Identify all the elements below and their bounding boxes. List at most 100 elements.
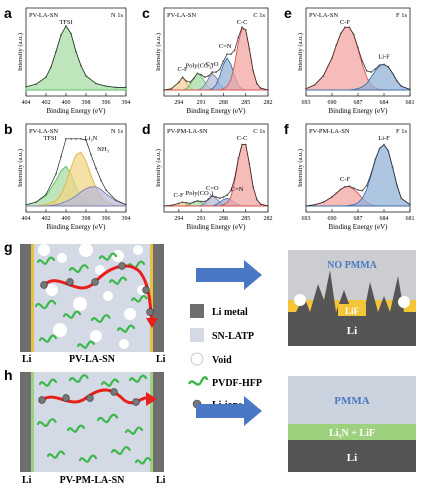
data-point <box>115 199 117 202</box>
data-point <box>233 49 236 52</box>
h-blue-arrow <box>196 396 262 426</box>
li-ion <box>146 308 154 316</box>
h-arrowhead <box>146 392 157 406</box>
peak-label-C=O: C=O <box>206 61 219 68</box>
data-point <box>313 203 316 206</box>
data-point <box>70 137 72 140</box>
void-circle <box>79 243 93 257</box>
data-point <box>391 166 394 169</box>
li-ion <box>118 262 126 270</box>
data-point <box>365 69 368 72</box>
sample-label: PV-LA-SN <box>29 128 58 135</box>
data-point <box>396 184 398 187</box>
data-point <box>200 200 203 203</box>
peak-label-Poly(CO3): Poly(CO₃) <box>186 62 214 69</box>
data-point <box>25 85 27 88</box>
li-ion <box>62 394 70 402</box>
x-tick-label: 285 <box>241 216 250 222</box>
void-circle <box>112 250 124 262</box>
data-point <box>222 196 225 198</box>
data-point <box>344 26 346 29</box>
g-li-ion-path <box>42 264 154 323</box>
g-pvdf-fibers <box>34 252 148 349</box>
data-point <box>218 68 221 71</box>
pvdf-fiber <box>116 324 136 333</box>
region-label: F 1s <box>396 128 407 135</box>
void-circle <box>103 291 113 301</box>
data-point <box>396 80 398 82</box>
peak-label-C-C: C-C <box>237 135 248 142</box>
data-point <box>203 76 206 79</box>
data-point <box>65 25 67 27</box>
pvdf-fiber <box>36 256 56 265</box>
g-left-interface <box>31 244 34 352</box>
data-point <box>229 53 232 56</box>
data-point <box>95 82 97 85</box>
peak-label-C=N: C=N <box>231 186 244 193</box>
data-point <box>344 185 346 188</box>
g-arrowhead <box>146 318 158 328</box>
data-point <box>259 203 262 205</box>
schematic-g: g Li PV-LA-SN Li NO PMMA LiF Li <box>4 239 416 365</box>
data-point <box>192 201 195 204</box>
data-point <box>226 194 229 197</box>
x-tick-label: 684 <box>380 216 389 222</box>
legend-pvdf-swatch <box>187 376 209 386</box>
data-point <box>211 194 214 197</box>
data-point <box>105 189 107 191</box>
panel-letter-h: h <box>4 367 13 383</box>
data-point <box>170 204 173 207</box>
x-axis-label: Binding Energy (eV) <box>329 223 389 231</box>
x-tick-label: 398 <box>82 216 91 222</box>
data-point <box>361 60 364 63</box>
data-point <box>95 167 97 170</box>
region-label: N 1s <box>111 128 124 135</box>
data-point <box>185 201 188 204</box>
data-point <box>255 198 258 201</box>
pvdf-fiber <box>96 413 119 424</box>
data-point <box>259 87 262 89</box>
pvdf-fiber <box>128 374 148 383</box>
data-point <box>65 137 67 140</box>
x-tick-label: 400 <box>62 216 71 222</box>
data-point <box>361 189 364 192</box>
data-point <box>374 67 377 70</box>
panel-letter-g: g <box>4 239 13 255</box>
g-void-circle <box>294 294 306 306</box>
panel-letter: e <box>284 5 292 21</box>
data-point <box>305 205 307 207</box>
data-point <box>322 201 325 204</box>
data-point <box>313 83 316 86</box>
data-point <box>226 53 229 56</box>
data-point <box>215 71 217 73</box>
data-point <box>383 143 385 146</box>
envelope-line <box>25 138 127 206</box>
data-point <box>387 150 390 152</box>
void-circle <box>119 339 129 349</box>
data-point <box>357 189 359 191</box>
peak-label-TFSI: TFSI <box>59 19 72 26</box>
x-axis-label: Binding Energy (eV) <box>47 223 107 231</box>
data-point <box>35 201 37 204</box>
pvdf-fiber <box>68 374 89 383</box>
x-tick-label: 404 <box>22 100 31 106</box>
void-circle <box>95 265 105 275</box>
legend-pvdf-label: PVDF-HFP <box>212 378 262 389</box>
panel-e: e PV-LA-SN F 1s Binding Energy (eV) Intensit… <box>284 5 415 115</box>
data-point <box>115 86 117 89</box>
void-circle <box>46 284 58 296</box>
data-point <box>255 82 258 85</box>
data-point <box>387 66 390 68</box>
data-point <box>409 88 411 91</box>
h-interface-layer-label: Li₃N + LiF <box>329 428 375 439</box>
data-point <box>229 189 232 192</box>
panel-letter: b <box>4 121 13 137</box>
x-tick-label: 684 <box>380 100 389 106</box>
x-tick-label: 394 <box>122 100 131 106</box>
legend-void-label: Void <box>212 355 232 366</box>
data-point <box>50 66 52 68</box>
x-tick-label: 681 <box>406 100 415 106</box>
h-li3n-lif-layer <box>288 424 416 440</box>
g-void-circle <box>398 296 410 308</box>
peak-label-NH3: NH₃ <box>97 146 109 153</box>
